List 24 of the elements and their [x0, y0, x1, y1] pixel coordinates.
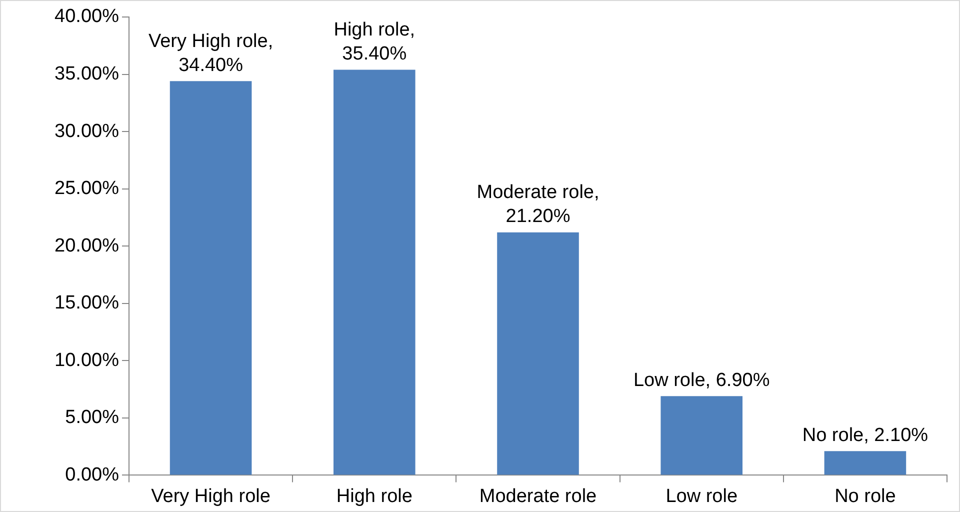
- bar: [824, 451, 906, 475]
- y-tick-label: 5.00%: [65, 407, 120, 428]
- bar: [170, 81, 252, 475]
- data-label: High role, 35.40%: [334, 19, 416, 64]
- data-label: Low role, 6.90%: [633, 370, 770, 391]
- x-tick-label: No role: [834, 486, 896, 507]
- y-tick-label: 25.00%: [54, 178, 120, 200]
- x-tick-label: Very High role: [151, 486, 270, 507]
- y-tick-label: 15.00%: [54, 292, 120, 314]
- y-tick-label: 0.00%: [65, 464, 120, 486]
- data-label: Very High role, 34.40%: [148, 30, 274, 76]
- bar: [497, 232, 579, 475]
- data-label: Moderate role, 21.20%: [476, 182, 600, 228]
- x-tick-label: Low role: [666, 486, 738, 507]
- y-tick-label: 35.00%: [54, 64, 120, 85]
- y-tick-label: 40.00%: [54, 6, 120, 28]
- x-tick-label: Moderate role: [479, 486, 597, 507]
- y-tick-label: 30.00%: [54, 120, 120, 142]
- y-tick-label: 10.00%: [54, 350, 120, 371]
- bar: [334, 70, 416, 475]
- y-tick-label: 20.00%: [54, 235, 120, 256]
- data-label: No role, 2.10%: [802, 424, 928, 446]
- bar: [660, 396, 742, 475]
- x-tick-label: High role: [336, 486, 412, 507]
